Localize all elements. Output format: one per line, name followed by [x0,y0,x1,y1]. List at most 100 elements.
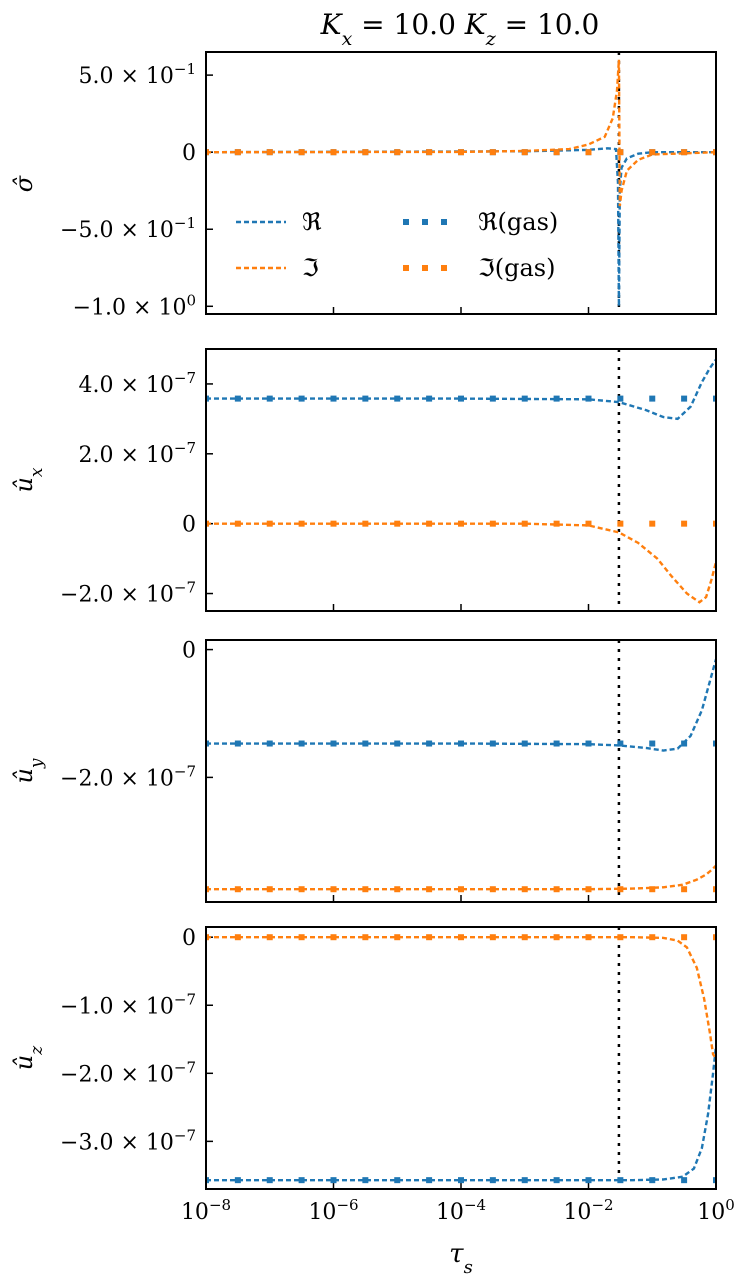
data-point [298,740,305,747]
series-line [206,358,716,421]
data-point [458,1177,464,1184]
data-point [298,1177,305,1184]
series-real [206,358,716,421]
data-point [266,520,273,527]
data-point [458,395,464,402]
data-point [362,520,369,527]
data-point [330,740,337,747]
series-line [206,1045,716,1182]
data-point [521,886,528,893]
data-point [234,740,241,747]
data-point [585,886,592,893]
data-point [394,395,401,402]
data-point [617,1177,624,1184]
data-point [458,149,464,156]
legend: ℜℑ ℜ(gas) ℑ(gas) [236,208,558,282]
data-point [649,149,656,156]
data-point [266,740,273,747]
data-point [362,934,369,941]
data-point [206,934,209,941]
data-point [553,395,560,402]
data-point [266,934,273,941]
data-point [585,1177,592,1184]
data-point [234,149,241,156]
data-point [234,520,241,527]
data-point [489,740,496,747]
data-point [553,1177,560,1184]
data-point [617,149,624,156]
data-point [330,149,337,156]
legend-label: ℑ(gas) [478,254,555,282]
data-point [681,1177,688,1184]
series-imag [206,59,716,207]
series-line [206,864,716,891]
data-point [489,395,496,402]
data-point [394,520,401,527]
data-point [585,520,592,527]
data-point [681,149,688,156]
data-point [649,1177,656,1184]
panel-uy: −2.0 × 10−7 0 ûy [10,639,717,903]
data-point [362,886,369,893]
data-point [489,520,496,527]
legend-marker-swatch [403,219,409,225]
y-tick-label: 4.0 × 10−7 [78,369,196,398]
data-point [521,395,528,402]
panel-sigma: −1.0 × 100 −5.0 × 10−1 0 5.0 × 10−1 σ̂ [10,51,717,320]
series-gas-real [206,395,716,402]
data-point [330,934,337,941]
data-point [234,1177,241,1184]
data-point [266,886,273,893]
series-gas-real [206,1177,716,1184]
data-point [617,520,624,527]
series-imag [206,522,716,604]
y-tick-label: 2.0 × 10−7 [78,439,196,468]
data-point [426,1177,433,1184]
data-point [330,886,337,893]
legend-marker-swatch [422,219,428,225]
x-tick-label: 10−2 [563,1196,613,1225]
data-point [617,886,624,893]
data-point [521,149,528,156]
series-gas-real [206,740,716,747]
data-point [681,740,688,747]
series-gas-imag [206,934,716,941]
series-imag [206,936,716,1060]
series-line [206,59,716,207]
data-point [394,740,401,747]
data-point [426,520,433,527]
data-point [553,934,560,941]
data-point [266,1177,273,1184]
series-real [206,658,716,752]
data-point [458,886,464,893]
y-tick-label: 0 [182,513,196,538]
data-point [298,395,305,402]
data-point [298,520,305,527]
data-point [521,520,528,527]
data-point [426,886,433,893]
data-point [394,149,401,156]
data-point [521,740,528,747]
series-gas-imag [206,520,716,527]
data-point [521,1177,528,1184]
data-point [553,740,560,747]
legend-label: ℜ [302,208,322,236]
y-tick-label: 0 [182,141,196,166]
y-axis-label: ûz [10,1045,47,1070]
figure-title: Kx = 10.0 Kz = 10.0 [320,8,600,50]
series-line [206,936,716,1060]
series-gas-imag [206,149,716,156]
data-point [394,886,401,893]
data-point [394,1177,401,1184]
y-tick-label: 5.0 × 10−1 [78,60,196,89]
data-point [489,149,496,156]
legend-label: ℜ(gas) [478,208,558,236]
data-point [681,395,688,402]
data-point [206,520,209,527]
data-point [362,395,369,402]
data-point [649,520,656,527]
data-point [585,740,592,747]
data-point [234,395,241,402]
data-point [298,934,305,941]
y-tick-label: −2.0 × 10−7 [60,1058,196,1087]
